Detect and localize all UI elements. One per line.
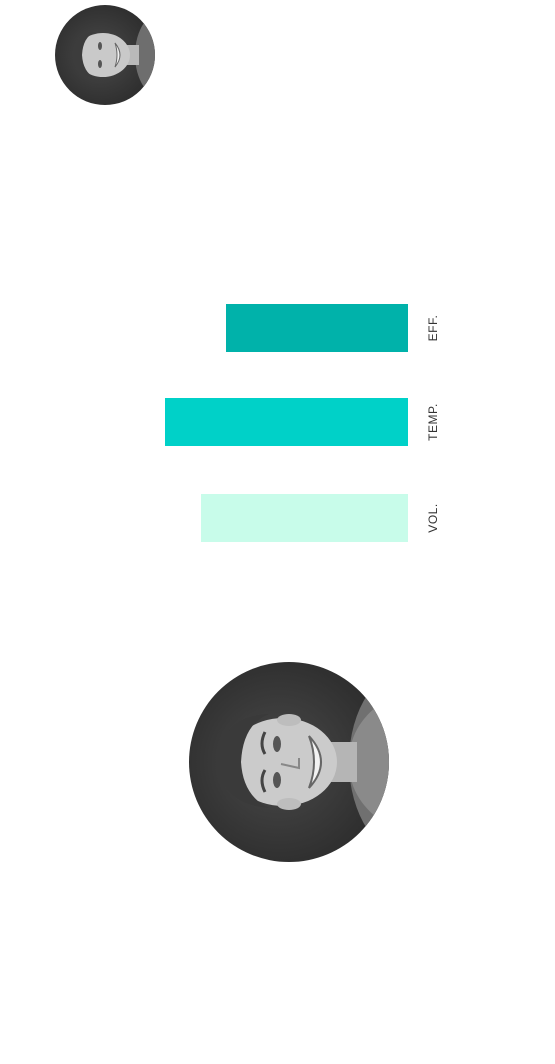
avatar-small	[55, 5, 155, 105]
person-photo-icon	[72, 10, 155, 100]
stat-label-temp: TEMP.	[426, 403, 440, 441]
avatar-large	[189, 662, 389, 862]
stat-bar-temp	[165, 398, 408, 446]
person-photo-icon	[219, 666, 389, 858]
stat-bar-vol	[201, 494, 408, 542]
stat-bar-eff	[226, 304, 408, 352]
stat-label-eff: EFF.	[426, 314, 440, 342]
stat-label-vol: VOL.	[426, 503, 440, 533]
